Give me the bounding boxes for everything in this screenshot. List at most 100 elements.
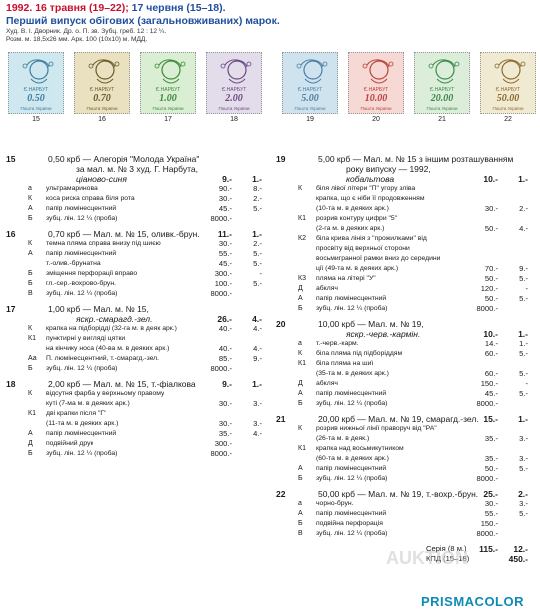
- stamp-country-label: Пошта України: [86, 106, 118, 111]
- description: зміщення перфорації вправо: [46, 270, 138, 277]
- variety-code: К: [298, 425, 303, 432]
- allegory-portrait-icon: [22, 59, 54, 84]
- catalog-row: (60-та м. в деяких арк.) 35.- 3.-: [276, 454, 530, 464]
- price-mint: 30.-: [484, 204, 498, 213]
- price-used: 5.-: [519, 294, 528, 303]
- description: зубц. лін. 12 ¼ (проба): [46, 365, 118, 372]
- catalog-row: за мал. м. № 3 худ. Г. Нарбута,: [6, 164, 264, 174]
- price-used: 5.-: [519, 369, 528, 378]
- description: зубц. лін. 12 ¼ (проба): [316, 305, 388, 312]
- price-used: 1.-: [519, 339, 528, 348]
- stamp-artist-label: Є.НАРБУТ: [495, 87, 521, 93]
- description: (11-та м. в деяких арк.): [46, 420, 119, 427]
- price-mint: 30.-: [218, 419, 232, 428]
- description: біла пляма на шиї: [316, 360, 374, 367]
- variety-code: а: [298, 500, 302, 507]
- catalog-row: (26-та м. в деяк.) 35.- 3.-: [276, 434, 530, 444]
- catalog-row: крапка, що є ніби її продовженням: [276, 194, 530, 204]
- price-used: 5.-: [519, 274, 528, 283]
- price-used: 2.-: [253, 239, 262, 248]
- price-mint: 8000.-: [476, 304, 498, 313]
- totals-label: КПД (15–18): [426, 554, 470, 563]
- price-mint: 15.-: [483, 414, 498, 424]
- stamp-artist-label: Є.НАРБУТ: [89, 87, 115, 93]
- catalog-row: К1 крапка над восьмикутником: [276, 444, 530, 454]
- variety-code: А: [28, 205, 33, 212]
- variety-code: А: [298, 295, 303, 302]
- variety-code: А: [28, 430, 33, 437]
- variety-code: К: [298, 350, 303, 357]
- description: за мал. м. № 3 худ. Г. Нарбута,: [76, 164, 198, 174]
- catalog-row: К1 дві крапки після "Г": [6, 409, 264, 419]
- price-mint: 150.-: [480, 519, 498, 528]
- description: зубц. лін. 12 ¼ (проба): [316, 475, 388, 482]
- variety-code: а: [298, 340, 302, 347]
- stamp-value: 50.00: [496, 93, 520, 104]
- price-used: 4.-: [519, 224, 528, 233]
- price-mint: 45.-: [218, 259, 232, 268]
- stamp-17: Є.НАРБУТ 1.00 Пошта України: [140, 52, 196, 114]
- description: абкляч: [316, 380, 338, 387]
- description: папір люмінесцентний: [316, 390, 387, 397]
- catalog-row: на кінчику носа (40-ва м. в деяких арк.)…: [6, 344, 264, 354]
- price-mint: 40.-: [218, 344, 232, 353]
- price-mint: 35.-: [218, 429, 232, 438]
- price-mint: 150.-: [480, 379, 498, 388]
- description: (2-га м. в деяких арк.): [316, 225, 385, 232]
- variety-code: Б: [28, 450, 33, 457]
- price-mint: 10.-: [483, 329, 498, 339]
- description: біла пляма під підборіддям: [316, 350, 403, 357]
- price-mint: 115.-: [479, 544, 498, 554]
- allegory-portrait-icon: [88, 59, 120, 84]
- description: (60-та м. в деяких арк.): [316, 455, 389, 462]
- description: 20,00 крб — Мал. м. № 19, смарагд.-зел.: [318, 414, 479, 424]
- description: крапка, що є ніби її продовженням: [316, 195, 425, 202]
- catalog-row: 21 20,00 крб — Мал. м. № 19, смарагд.-зел…: [276, 414, 530, 424]
- stamp-15: Є.НАРБУТ 0.50 Пошта України: [8, 52, 64, 114]
- price-mint: 8000.-: [476, 529, 498, 538]
- catalog-row: просвіту від верхньої сторони: [276, 244, 530, 254]
- catalog-row: 22 50,00 крб — Мал. м. № 19, т.-вохр.-бру…: [276, 489, 530, 499]
- description: 5,00 крб — Мал. м. № 15 з іншим розташув…: [318, 154, 514, 164]
- price-mint: 50.-: [484, 274, 498, 283]
- description: 0,50 крб — Алегорія "Молода Україна": [48, 154, 200, 164]
- variety-code: А: [28, 250, 33, 257]
- variety-code: К1: [298, 360, 306, 367]
- catalog-row: 16 0,70 крб — Мал. м. № 15, оливк.-брун. 1…: [6, 229, 264, 239]
- price-mint: 8000.-: [210, 449, 232, 458]
- stamp-value: 10.00: [364, 93, 388, 104]
- description: папір люмінесцентний: [316, 510, 387, 517]
- stamp-country-label: Пошта України: [492, 106, 524, 111]
- catalog-number: 16: [6, 229, 16, 239]
- price-mint: 40.-: [218, 324, 232, 333]
- price-mint: 35.-: [484, 454, 498, 463]
- stamp-artist-label: Є.НАРБУТ: [23, 87, 49, 93]
- date-secondary: 17 червня (15–18).: [131, 2, 226, 14]
- stamp-value: 20.00: [430, 93, 454, 104]
- description: розрив нижньої лінії праворуч від "РА": [316, 425, 437, 432]
- price-mint: 55.-: [218, 249, 232, 258]
- description: (26-та м. в деяк.): [316, 435, 370, 442]
- description: подвійна перфорація: [316, 520, 383, 527]
- price-used: 5.-: [519, 349, 528, 358]
- description: крапка на підборідді (32-га м. в деяк ар…: [46, 325, 177, 332]
- price-mint: 8000.-: [476, 474, 498, 483]
- price-used: 3.-: [519, 499, 528, 508]
- stamp-number: 22: [504, 116, 512, 123]
- description: абкляч: [316, 285, 338, 292]
- catalog-column-right: 19 5,00 крб — Мал. м. № 15 з іншим розташ…: [276, 154, 530, 564]
- stamp-country-label: Пошта України: [218, 106, 250, 111]
- description: пунктирні у вигляді цятки: [46, 335, 126, 342]
- price-mint: 70.-: [484, 264, 498, 273]
